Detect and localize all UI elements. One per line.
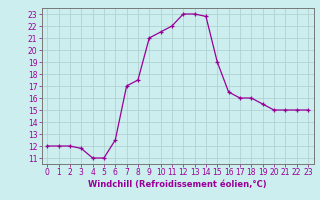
X-axis label: Windchill (Refroidissement éolien,°C): Windchill (Refroidissement éolien,°C): [88, 180, 267, 189]
